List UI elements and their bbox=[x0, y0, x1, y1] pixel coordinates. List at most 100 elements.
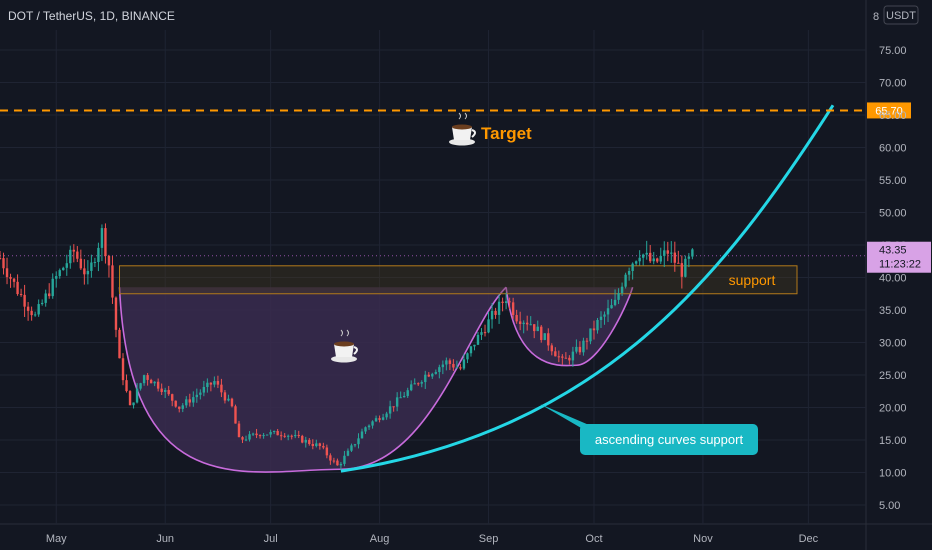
y-tick-label: 50.00 bbox=[879, 208, 907, 220]
candle-body bbox=[111, 265, 114, 298]
candle-body bbox=[550, 345, 553, 352]
candle-body bbox=[525, 322, 529, 325]
candle-body bbox=[40, 302, 44, 305]
candle-body bbox=[508, 301, 511, 303]
y-tick-label: 25.00 bbox=[879, 370, 907, 382]
last-price-badge[interactable] bbox=[867, 241, 931, 273]
candle-body bbox=[540, 326, 543, 340]
candle-body bbox=[536, 326, 539, 332]
candle-body bbox=[395, 397, 399, 407]
candle-body bbox=[114, 297, 118, 330]
candle-body bbox=[332, 460, 336, 462]
candles bbox=[0, 223, 694, 471]
candle-body bbox=[374, 418, 378, 422]
candle-body bbox=[336, 460, 339, 466]
candle-body bbox=[578, 346, 582, 353]
candle-body bbox=[592, 328, 596, 331]
candle-body bbox=[378, 418, 381, 420]
candle-body bbox=[192, 397, 195, 403]
trend-callout[interactable]: ascending curves support bbox=[540, 404, 758, 455]
candle-body bbox=[135, 388, 139, 403]
candle-body bbox=[149, 379, 153, 384]
candle-body bbox=[596, 319, 599, 331]
candle-body bbox=[385, 413, 388, 418]
candle-body bbox=[9, 277, 12, 279]
candle-body bbox=[522, 322, 525, 325]
currency-label: USDT bbox=[886, 10, 916, 22]
candle-body bbox=[452, 363, 455, 368]
candle-body bbox=[76, 251, 79, 259]
candle-body bbox=[297, 434, 300, 436]
candle-body bbox=[652, 258, 655, 262]
candle-body bbox=[329, 455, 332, 461]
candle-body bbox=[199, 392, 202, 395]
support-label: support bbox=[729, 272, 776, 288]
support-box[interactable] bbox=[118, 265, 798, 295]
candle-body bbox=[248, 434, 251, 440]
candle-body bbox=[322, 445, 325, 448]
candle-body bbox=[585, 340, 589, 342]
candle-body bbox=[673, 252, 677, 263]
candle-body bbox=[392, 406, 395, 408]
candle-body bbox=[2, 258, 5, 269]
candle-body bbox=[181, 405, 184, 409]
candle-body bbox=[142, 375, 146, 384]
candle-body bbox=[301, 435, 304, 443]
support-zone[interactable]: support bbox=[118, 265, 798, 295]
candle-body bbox=[620, 286, 624, 294]
axis-scale-marker: 8 bbox=[873, 11, 879, 23]
y-tick-label: 70.00 bbox=[879, 78, 907, 90]
cup-pattern-icon bbox=[331, 329, 358, 363]
candle-body bbox=[504, 301, 508, 303]
x-tick-label: Sep bbox=[479, 533, 499, 545]
y-tick-label: 65.00 bbox=[879, 110, 907, 122]
candle-body bbox=[209, 382, 213, 385]
candle-body bbox=[634, 261, 638, 264]
cup-pattern bbox=[118, 286, 634, 473]
candle-body bbox=[234, 406, 237, 424]
price-axis[interactable]: 75.0070.0065.0060.0055.0050.0045.0040.00… bbox=[867, 45, 931, 512]
candle-body bbox=[188, 399, 191, 403]
candle-body bbox=[641, 254, 645, 258]
candle-body bbox=[589, 328, 592, 342]
handle-fill bbox=[506, 287, 633, 366]
candle-body bbox=[19, 294, 23, 296]
y-tick-label: 30.00 bbox=[879, 338, 907, 350]
currency-button[interactable]: USDT bbox=[883, 5, 919, 25]
candle-body bbox=[93, 262, 97, 264]
candle-body bbox=[381, 417, 385, 420]
candle-body bbox=[308, 439, 311, 444]
candle-body bbox=[487, 319, 490, 333]
candle-body bbox=[575, 346, 578, 352]
candle-body bbox=[33, 314, 37, 316]
candle-body bbox=[445, 360, 448, 365]
candle-body bbox=[543, 333, 546, 340]
candle-body bbox=[100, 228, 104, 248]
countdown-label: 11:23:22 bbox=[879, 259, 921, 271]
candle-body bbox=[462, 359, 466, 369]
candle-body bbox=[86, 270, 90, 275]
candle-body bbox=[638, 257, 641, 262]
candle-body bbox=[237, 423, 241, 438]
ascending-curve[interactable] bbox=[340, 104, 835, 473]
candle-body bbox=[65, 263, 68, 268]
candle-body bbox=[469, 346, 473, 354]
y-tick-label: 10.00 bbox=[879, 468, 907, 480]
candle-body bbox=[0, 258, 2, 259]
candle-body bbox=[501, 301, 504, 303]
candle-body bbox=[684, 258, 687, 277]
candle-body bbox=[473, 344, 476, 347]
candle-body bbox=[104, 228, 107, 256]
ascending-curve-line[interactable] bbox=[340, 104, 835, 473]
handle-outline bbox=[505, 287, 634, 367]
target-price-label: 65.70 bbox=[875, 105, 903, 117]
candle-body bbox=[367, 425, 371, 428]
cup-shape bbox=[452, 127, 472, 140]
candle-body bbox=[455, 367, 459, 369]
saucer-shape bbox=[449, 138, 475, 146]
time-axis[interactable]: May Jun Jul Aug Sep Oct Nov Dec bbox=[46, 533, 819, 545]
target-line-group[interactable]: 65.70 bbox=[0, 102, 911, 119]
symbol-title[interactable]: DOT / TetherUS, 1D, BINANCE bbox=[8, 9, 175, 23]
